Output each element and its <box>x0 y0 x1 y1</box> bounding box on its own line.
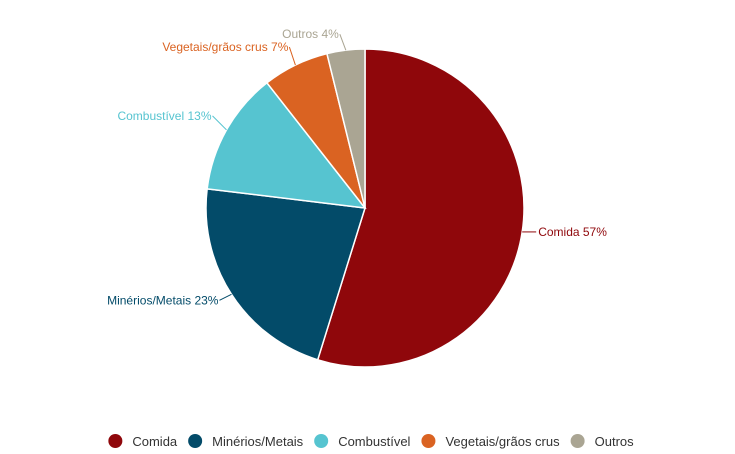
legend-label-combustivel: Combustível <box>338 434 410 449</box>
legend-item-minerios-metais[interactable]: Minérios/Metais <box>188 434 304 449</box>
legend-swatch-minerios-metais <box>188 434 203 448</box>
pie-slices <box>205 48 525 368</box>
legend-label-outros: Outros <box>595 434 635 449</box>
leader-line-minerios-metais <box>219 293 232 301</box>
leader-line-vegetais-graos-crus <box>288 46 296 66</box>
legend-swatch-combustivel <box>314 434 329 448</box>
legend-label-comida: Comida <box>132 434 178 449</box>
leader-line-outros <box>339 33 347 51</box>
slice-label-combustivel: Combustível 13% <box>117 109 211 123</box>
pie-slice-labels: Comida 57% Minérios/Metais 23% Combustível… <box>107 27 607 307</box>
pie-slice-outros[interactable] <box>326 48 366 209</box>
legend-label-vegetais-graos-crus: Vegetais/grãos crus <box>445 434 560 449</box>
slice-label-comida: Comida 57% <box>538 225 607 239</box>
slice-label-minerios-metais: Minérios/Metais 23% <box>107 293 219 307</box>
leader-line-combustivel <box>212 115 227 131</box>
pie-leader-lines <box>212 33 537 301</box>
legend-item-outros[interactable]: Outros <box>570 434 635 449</box>
chart-legend: Comida Minérios/Metais Combustível Vegetais… <box>108 434 634 449</box>
slice-label-outros: Outros 4% <box>282 27 339 41</box>
legend-label-minerios-metais: Minérios/Metais <box>212 434 304 449</box>
legend-item-combustivel[interactable]: Combustível <box>314 434 411 449</box>
slice-label-vegetais-graos-crus: Vegetais/grãos crus 7% <box>162 40 288 54</box>
legend-swatch-outros <box>570 434 585 448</box>
pie-slice-comida[interactable] <box>316 48 525 368</box>
legend-item-comida[interactable]: Comida <box>108 434 178 449</box>
legend-swatch-vegetais-graos-crus <box>421 434 436 448</box>
legend-swatch-comida <box>108 434 123 448</box>
legend-item-vegetais-graos-crus[interactable]: Vegetais/grãos crus <box>421 434 560 449</box>
